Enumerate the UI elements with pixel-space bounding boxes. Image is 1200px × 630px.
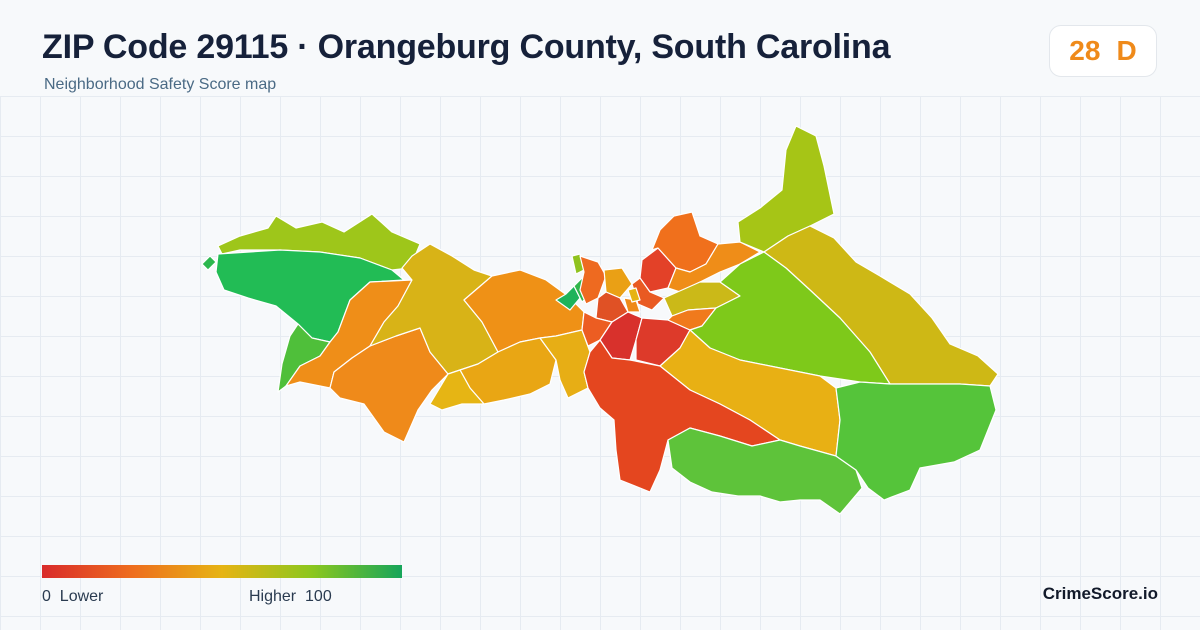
map-region[interactable] xyxy=(429,369,485,411)
map-region[interactable] xyxy=(689,251,891,385)
legend-min-label: 0 Lower xyxy=(42,588,104,605)
map-region[interactable] xyxy=(201,255,217,271)
legend-color-bar xyxy=(42,565,402,578)
header: ZIP Code 29115 · Orangeburg County, Sout… xyxy=(0,0,1200,96)
map-region[interactable] xyxy=(603,267,633,299)
score-grade: D xyxy=(1116,35,1137,66)
map-region[interactable] xyxy=(627,287,641,303)
map-region[interactable] xyxy=(579,255,607,305)
brand-logo-text[interactable]: CrimeScore.io xyxy=(1042,584,1158,603)
page-title: ZIP Code 29115 · Orangeburg County, Sout… xyxy=(42,28,891,66)
score-value: 28 xyxy=(1069,35,1101,66)
map-region[interactable] xyxy=(835,381,997,501)
page-subtitle: Neighborhood Safety Score map xyxy=(44,76,277,93)
legend-max-label: Higher 100 xyxy=(249,588,332,605)
score-badge: 28 D xyxy=(1049,25,1157,77)
map-region[interactable] xyxy=(667,427,863,515)
